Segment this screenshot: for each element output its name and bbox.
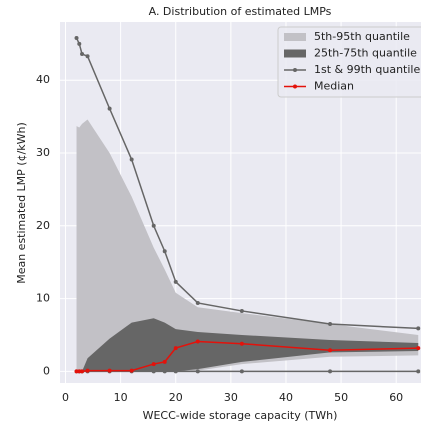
point xyxy=(162,369,167,374)
point xyxy=(151,362,156,367)
point xyxy=(416,369,421,374)
band xyxy=(76,119,419,372)
point xyxy=(416,326,421,331)
y-tick-label: 20 xyxy=(36,219,50,232)
point xyxy=(80,369,85,374)
y-tick-label: 0 xyxy=(43,364,50,377)
x-tick-label: 0 xyxy=(62,391,69,404)
point xyxy=(85,54,90,59)
legend-label: 1st & 99th quantile xyxy=(314,63,420,76)
x-tick-label: 30 xyxy=(224,391,238,404)
point xyxy=(77,41,82,46)
point xyxy=(85,368,90,373)
point xyxy=(107,368,112,373)
legend-label: 25th-75th quantile xyxy=(314,47,417,60)
point xyxy=(74,36,79,41)
point xyxy=(328,322,333,327)
point xyxy=(173,369,178,374)
point xyxy=(239,308,244,313)
point xyxy=(195,369,200,374)
point xyxy=(129,157,134,162)
legend-label: Median xyxy=(314,80,354,93)
legend-marker xyxy=(293,68,297,72)
chart-title: A. Distribution of estimated LMPs xyxy=(149,5,332,18)
legend-swatch xyxy=(284,33,306,41)
x-tick-label: 60 xyxy=(389,391,403,404)
point xyxy=(151,369,156,374)
x-axis-label: WECC-wide storage capacity (TWh) xyxy=(143,409,338,422)
y-tick-label: 40 xyxy=(36,73,50,86)
point xyxy=(239,369,244,374)
legend-box xyxy=(277,26,421,98)
x-tick-label: 50 xyxy=(334,391,348,404)
point xyxy=(77,369,82,374)
point xyxy=(162,359,167,364)
point xyxy=(195,300,200,305)
point xyxy=(162,249,167,254)
x-tick-label: 40 xyxy=(279,391,293,404)
point xyxy=(195,339,200,344)
point xyxy=(328,369,333,374)
point xyxy=(74,369,79,374)
point xyxy=(239,341,244,346)
x-tick-label: 20 xyxy=(169,391,183,404)
x-tick-label: 10 xyxy=(114,391,128,404)
point xyxy=(80,52,85,57)
point xyxy=(151,223,156,228)
legend-swatch xyxy=(284,49,306,58)
point xyxy=(173,279,178,284)
y-tick-label: 30 xyxy=(36,146,50,159)
point xyxy=(129,368,134,373)
point xyxy=(107,106,112,111)
legend-label: 5th-95th quantile xyxy=(314,30,410,43)
y-tick-label: 10 xyxy=(36,292,50,305)
point xyxy=(173,346,178,351)
point xyxy=(416,346,421,351)
point xyxy=(328,348,333,353)
y-axis-label: Mean estimated LMP (¢/kWh) xyxy=(15,122,28,284)
legend-marker xyxy=(293,84,297,89)
